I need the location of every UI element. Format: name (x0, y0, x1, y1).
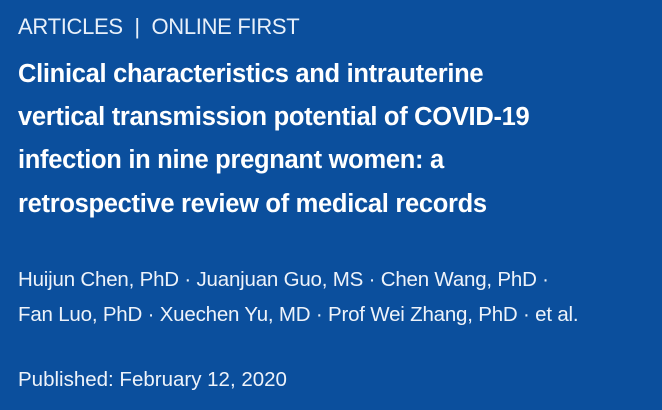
title-line: infection in nine pregnant women: a (18, 146, 444, 174)
author-line[interactable]: Fan Luo, PhD · Xuechen Yu, MD · Prof Wei… (18, 303, 579, 326)
author-line[interactable]: Huijun Chen, PhD · Juanjuan Guo, MS · Ch… (18, 268, 549, 291)
section-label: ARTICLES | ONLINE FIRST (18, 14, 300, 39)
title-line: Clinical characteristics and intrauterin… (18, 60, 484, 88)
title-line: vertical transmission potential of COVID… (18, 103, 530, 131)
title-line: retrospective review of medical records (18, 190, 487, 218)
published-date: Published: February 12, 2020 (18, 368, 287, 391)
